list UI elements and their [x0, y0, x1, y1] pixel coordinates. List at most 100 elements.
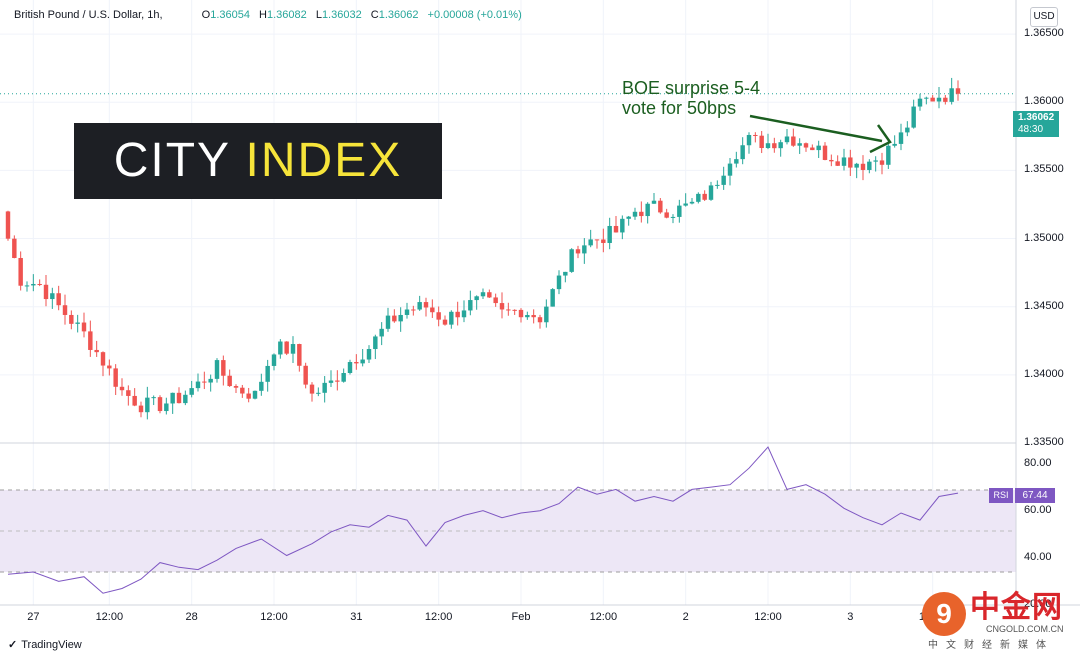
currency-button[interactable]: USD — [1030, 7, 1058, 27]
open-value: 1.36054 — [210, 9, 250, 21]
candle-body — [259, 381, 264, 391]
candle-body — [202, 381, 207, 383]
candle-body — [322, 382, 327, 393]
time-tick-label: 12:00 — [95, 611, 124, 623]
candle-body — [810, 147, 815, 151]
candle-body — [487, 292, 492, 298]
candle-body — [208, 378, 213, 383]
tradingview-brand[interactable]: ✓ TradingView — [8, 638, 82, 651]
high-label: H — [259, 9, 267, 21]
candle-body — [373, 336, 378, 350]
price-tick-label: 1.35000 — [1024, 231, 1064, 244]
time-tick-label: 12:00 — [260, 611, 288, 623]
candle-body — [702, 193, 707, 200]
symbol-title[interactable]: British Pound / U.S. Dollar, 1h, — [14, 9, 163, 21]
candle-body — [588, 239, 593, 246]
candle-body — [316, 392, 321, 394]
candle-body — [563, 271, 568, 276]
candle-body — [822, 145, 828, 160]
low-label: L — [315, 9, 322, 21]
candle-body — [43, 284, 49, 300]
close-label: C — [370, 9, 379, 21]
candle-body — [360, 359, 365, 364]
rsi-name-label: RSI — [989, 488, 1013, 503]
annotation-line-2: vote for 50bps — [622, 98, 737, 118]
candle-body — [816, 145, 821, 151]
candle-body — [347, 362, 353, 374]
candle-body — [829, 159, 834, 162]
candle-body — [803, 143, 809, 148]
candle-body — [886, 145, 891, 165]
candle-body — [81, 322, 87, 332]
time-tick-label: 12:00 — [754, 611, 782, 623]
candle-body — [252, 390, 258, 399]
candle-body — [531, 315, 536, 318]
candle-body — [385, 315, 391, 329]
candle-body — [119, 386, 125, 391]
candle-body — [905, 127, 910, 133]
candle-body — [715, 184, 720, 186]
candle-body — [734, 159, 739, 164]
candle-body — [113, 368, 118, 387]
candle-body — [56, 293, 61, 306]
candle-body — [126, 390, 131, 396]
annotation-text: BOE surprise 5-4 vote for 50bps — [622, 78, 760, 118]
candle-body — [797, 143, 802, 146]
candle-body — [37, 283, 42, 285]
candle-body — [341, 373, 346, 382]
candle-body — [683, 203, 688, 206]
candle-body — [664, 212, 669, 218]
open-label: O — [201, 9, 211, 21]
candle-body — [157, 397, 163, 412]
candle-body — [227, 375, 232, 387]
rsi-tick-label: 40.00 — [1024, 550, 1052, 563]
candle-body — [626, 216, 631, 219]
candle-body — [867, 161, 872, 170]
candle-body — [88, 331, 93, 350]
last-price-label: 1.36062 48:30 — [1013, 111, 1059, 137]
candle-body — [917, 98, 923, 107]
candle-body — [170, 392, 175, 404]
candle-body — [651, 200, 657, 204]
candle-body — [31, 283, 36, 286]
candle-body — [607, 225, 612, 243]
candle-body — [949, 88, 954, 102]
rsi-value-label: 67.44 — [1015, 488, 1055, 503]
candle-body — [461, 310, 467, 318]
candle-body — [24, 285, 30, 287]
candle-body — [50, 293, 55, 300]
candle-body — [879, 160, 885, 165]
logo-city: CITY — [113, 134, 246, 187]
candle-body — [436, 312, 441, 320]
candle-body — [221, 360, 226, 376]
candle-body — [525, 315, 530, 318]
price-tick-label: 1.36000 — [1024, 95, 1064, 108]
candle-body — [930, 97, 935, 102]
candle-body — [835, 161, 840, 166]
candle-body — [753, 134, 758, 136]
candle-body — [696, 193, 701, 202]
candle-body — [632, 211, 638, 217]
close-value: 1.36062 — [378, 9, 419, 21]
candle-body — [772, 143, 777, 149]
price-tick-label: 1.34500 — [1024, 299, 1064, 312]
candle-body — [898, 132, 904, 144]
candle-body — [924, 97, 929, 99]
change-value: +0.00008 (+0.01%) — [427, 9, 522, 21]
candle-body — [727, 163, 733, 176]
candle-body — [936, 97, 942, 102]
candle-body — [860, 163, 866, 170]
candle-body — [309, 384, 315, 394]
candle-body — [354, 362, 359, 364]
rsi-line — [7, 446, 959, 594]
candle-body — [765, 143, 771, 149]
candle-body — [145, 397, 150, 413]
candle-body — [550, 289, 555, 307]
cngold-subtitle: 中文财经新媒体 — [928, 640, 1054, 651]
tradingview-logo-icon: ✓ — [8, 639, 18, 651]
rsi-tick-label: 60.00 — [1024, 503, 1052, 516]
candle-body — [601, 239, 606, 243]
candle-body — [746, 134, 752, 146]
candle-body — [670, 216, 676, 218]
